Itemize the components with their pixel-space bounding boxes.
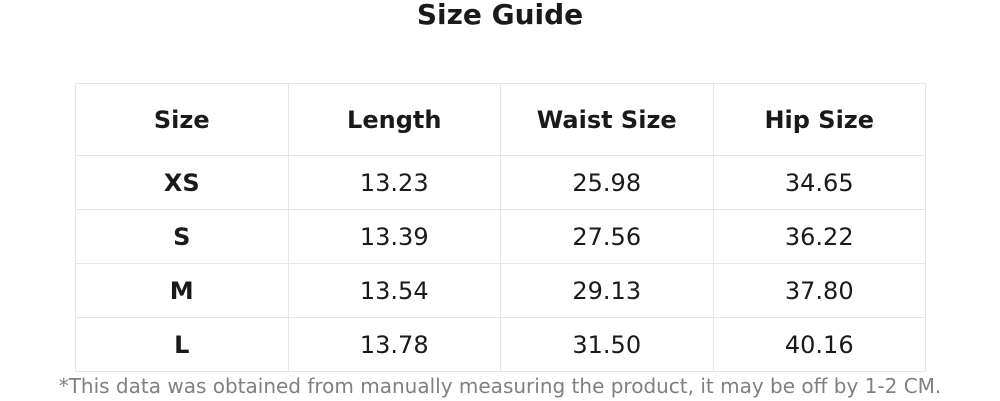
table-row: XS 13.23 25.98 34.65	[75, 155, 926, 210]
header-row: Size Length Waist Size Hip Size	[75, 83, 926, 156]
cell: 40.16	[712, 317, 926, 372]
column-header: Hip Size	[712, 83, 926, 156]
cell: 29.13	[500, 263, 714, 318]
column-header: Length	[287, 83, 501, 156]
disclaimer-note: *This data was obtained from manually me…	[58, 374, 942, 398]
cell: 13.23	[287, 155, 501, 210]
cell: 27.56	[500, 209, 714, 264]
cell: 37.80	[712, 263, 926, 318]
page-title: Size Guide	[416, 0, 584, 31]
table-row: L 13.78 31.50 40.16	[75, 317, 926, 372]
cell: 25.98	[500, 155, 714, 210]
cell: L	[75, 317, 289, 372]
cell: S	[75, 209, 289, 264]
cell: XS	[75, 155, 289, 210]
cell: 13.78	[287, 317, 501, 372]
cell: 31.50	[500, 317, 714, 372]
cell: 13.54	[287, 263, 501, 318]
size-table: Size Length Waist Size Hip Size XS 13.23 2…	[75, 83, 926, 372]
cell: 36.22	[712, 209, 926, 264]
column-header: Size	[75, 83, 289, 156]
cell: M	[75, 263, 289, 318]
column-header: Waist Size	[500, 83, 714, 156]
cell: 34.65	[712, 155, 926, 210]
table-row: M 13.54 29.13 37.80	[75, 263, 926, 318]
table-row: S 13.39 27.56 36.22	[75, 209, 926, 264]
cell: 13.39	[287, 209, 501, 264]
